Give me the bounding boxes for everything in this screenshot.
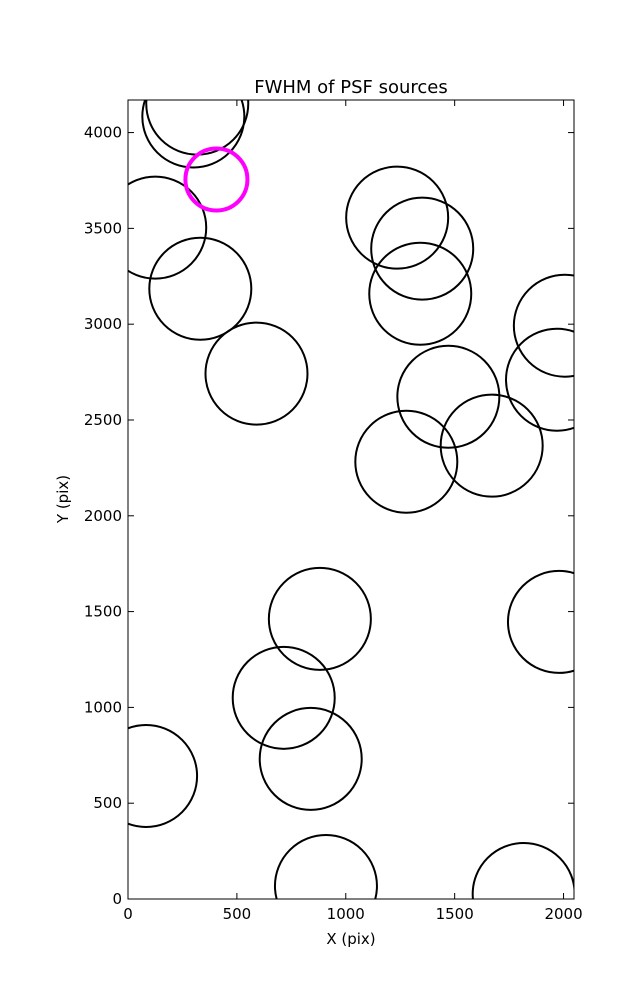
- y-tick-label: 4000: [84, 124, 122, 142]
- axes-frame: [127, 99, 575, 900]
- source-circle: [512, 273, 574, 378]
- source-circle: [354, 409, 459, 514]
- x-tick-label: 2000: [544, 905, 582, 923]
- source-circle: [258, 706, 363, 811]
- source-circle: [231, 645, 336, 750]
- y-tick-label: 1500: [84, 603, 122, 621]
- source-circle: [396, 344, 501, 449]
- y-tick-label: 1000: [84, 698, 122, 716]
- source-circle: [370, 196, 475, 301]
- source-circle: [506, 569, 574, 674]
- x-tick-label: 0: [123, 905, 133, 923]
- source-circle: [204, 321, 309, 426]
- source-circle: [471, 842, 574, 899]
- chart-title: FWHM of PSF sources: [254, 77, 448, 98]
- source-circle: [267, 566, 372, 671]
- x-tick-label: 1500: [436, 905, 474, 923]
- x-tick-label: 1000: [327, 905, 365, 923]
- source-circle: [141, 100, 246, 169]
- source-circle: [273, 833, 378, 899]
- y-tick-label: 500: [93, 794, 122, 812]
- source-circle: [183, 146, 250, 213]
- y-tick-label: 0: [112, 890, 122, 908]
- y-tick-label: 2000: [84, 507, 122, 525]
- y-tick-label: 3500: [84, 219, 122, 237]
- source-circle: [345, 165, 450, 270]
- plot-area: [128, 100, 574, 899]
- y-tick-label: 2500: [84, 411, 122, 429]
- x-tick-label: 500: [223, 905, 252, 923]
- source-circle: [368, 241, 473, 346]
- source-circle: [128, 175, 208, 280]
- y-axis-label: Y (pix): [54, 475, 72, 524]
- y-tick-label: 3000: [84, 315, 122, 333]
- source-circle: [439, 393, 544, 498]
- source-circle: [148, 236, 253, 341]
- source-circle: [128, 724, 199, 828]
- x-axis-label: X (pix): [326, 930, 375, 948]
- source-circle: [505, 327, 574, 432]
